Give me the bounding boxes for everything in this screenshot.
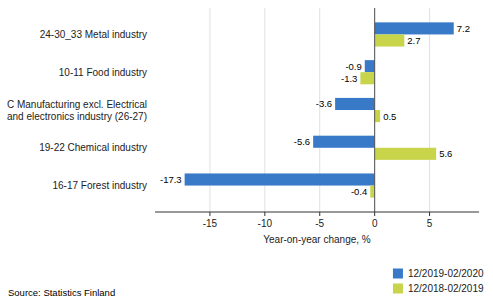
data-label: 0.5 xyxy=(383,111,396,122)
tick-label: -15 xyxy=(203,218,218,229)
data-label: -5.6 xyxy=(294,136,310,147)
category-label: 24-30_33 Metal industry xyxy=(40,29,147,40)
bar xyxy=(360,72,374,84)
x-axis-line xyxy=(155,212,479,213)
chart: 16-17 Forest industry 19-22 Chemical indu… xyxy=(0,0,493,304)
bar xyxy=(335,98,375,110)
category-label: 16-17 Forest industry xyxy=(53,180,148,191)
bar xyxy=(375,110,380,122)
tick-label: -10 xyxy=(258,218,273,229)
tick-mark xyxy=(264,212,265,216)
data-label: -3.6 xyxy=(316,98,332,109)
bar xyxy=(375,22,454,34)
tick-mark xyxy=(374,212,375,216)
y-axis-labels: 16-17 Forest industry 19-22 Chemical indu… xyxy=(7,29,147,191)
bar xyxy=(370,186,374,198)
x-axis-ticks: -15 -10 -5 0 5 xyxy=(203,212,433,229)
category-label-line: 16-17 Forest industry xyxy=(53,180,148,191)
source-note: Source: Statistics Finland xyxy=(8,287,115,298)
tick-mark xyxy=(209,212,210,216)
data-label: -0.9 xyxy=(345,61,361,72)
data-label: 7.2 xyxy=(457,23,470,34)
category-label-line: 24-30_33 Metal industry xyxy=(40,29,147,40)
bar xyxy=(185,173,375,185)
tick-mark xyxy=(429,212,430,216)
legend-swatch xyxy=(393,269,403,279)
legend-swatch xyxy=(393,284,403,294)
bars xyxy=(185,22,454,197)
category-label: 19-22 Chemical industry xyxy=(39,142,147,153)
data-label: -1.3 xyxy=(341,73,357,84)
category-label-line: 10-11 Food industry xyxy=(59,67,147,78)
category-label-line: 19-22 Chemical industry xyxy=(39,142,147,153)
data-label: -17.3 xyxy=(160,174,182,185)
data-label: -0.4 xyxy=(351,186,367,197)
legend-label: 12/2019-02/2020 xyxy=(408,268,484,279)
bar xyxy=(313,136,375,148)
bar xyxy=(365,60,375,72)
bar xyxy=(375,34,405,46)
category-label: C Manufacturing excl. Electricaland elec… xyxy=(7,99,147,122)
legend: 12/2019-02/2020 12/2018-02/2019 xyxy=(393,268,484,294)
tick-label: -5 xyxy=(315,218,324,229)
legend-label: 12/2018-02/2019 xyxy=(408,283,484,294)
data-label: 2.7 xyxy=(407,35,420,46)
data-labels: -17.3 -5.6 -3.6 -0.9 7.2 -0.4 5.6 0.5 -1.3 2.7 xyxy=(160,23,470,197)
tick-mark xyxy=(319,212,320,216)
category-label: 10-11 Food industry xyxy=(59,67,147,78)
category-label-line: C Manufacturing excl. Electrical xyxy=(7,99,147,110)
grid-line xyxy=(374,8,375,212)
tick-label: 5 xyxy=(427,218,433,229)
x-axis-label: Year-on-year change, % xyxy=(263,234,371,245)
zero-line xyxy=(374,8,375,212)
category-label-line: and electronics industry (26-27) xyxy=(7,111,147,122)
tick-label: 0 xyxy=(372,218,378,229)
grid-line xyxy=(429,8,430,212)
data-label: 5.6 xyxy=(439,148,452,159)
bar xyxy=(375,148,437,160)
